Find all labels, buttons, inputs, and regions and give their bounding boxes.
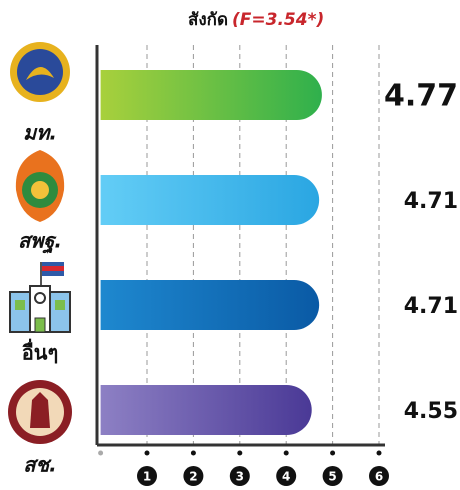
x-tick-label: 3 [236, 470, 244, 484]
value-label: 4.55 [404, 399, 458, 424]
chart-subtitle: (F=3.54*) [232, 10, 324, 30]
tick-badge [322, 466, 343, 486]
bar [100, 70, 322, 120]
value-label: 4.71 [404, 294, 458, 319]
tick-mark [376, 450, 382, 456]
tick-mark [144, 450, 150, 456]
icon-obec [15, 150, 65, 222]
tick-mark [190, 450, 196, 456]
category-label: มท. [23, 121, 57, 145]
bar [100, 385, 312, 435]
axis-origin-dot [98, 450, 104, 456]
bar [100, 280, 320, 330]
bar [100, 175, 320, 225]
tick-mark [330, 450, 336, 456]
tick-mark [283, 450, 289, 456]
tick-badge [183, 466, 204, 486]
icon-school [9, 262, 71, 333]
value-label: 4.71 [404, 189, 458, 214]
x-tick-label: 4 [282, 470, 290, 484]
x-tick-label: 6 [375, 470, 383, 484]
tick-badge [369, 466, 389, 486]
tick-badge [137, 466, 157, 486]
category-label: อื่นๆ [22, 338, 58, 365]
icon-moi [10, 42, 70, 102]
tick-badge [276, 466, 297, 486]
x-tick-label: 1 [143, 470, 151, 484]
x-tick-label: 5 [328, 470, 336, 484]
category-label: สพฐ. [18, 229, 62, 255]
tick-mark [237, 450, 243, 456]
tick-badge [229, 466, 250, 486]
category-label: สช. [23, 453, 56, 477]
icon-opec [8, 380, 72, 444]
value-label: 4.77 [384, 79, 458, 114]
chart-title: สังกัด [188, 10, 228, 30]
x-tick-label: 2 [189, 470, 197, 484]
